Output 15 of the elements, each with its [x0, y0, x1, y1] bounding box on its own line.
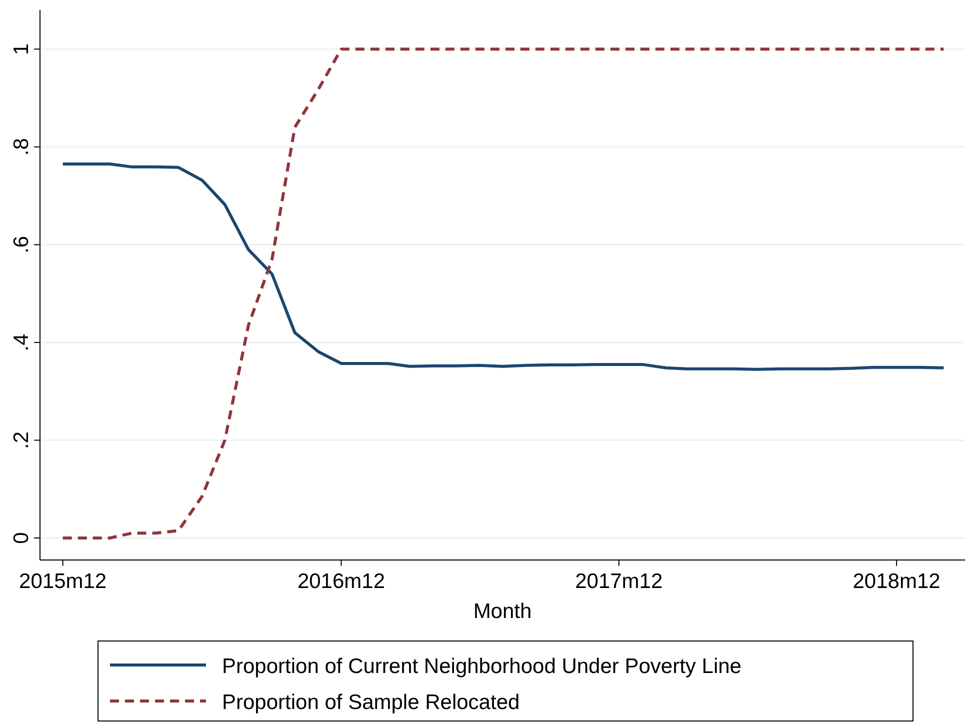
x-tick-label: 2017m12 [575, 570, 663, 593]
x-axis-title: Month [473, 600, 532, 623]
x-tick-label: 2018m12 [852, 570, 940, 593]
y-tick-label: .4 [10, 333, 33, 352]
y-tick-label: .6 [10, 236, 33, 254]
y-tick-label: .2 [10, 431, 33, 449]
line-series [61, 162, 946, 371]
y-tick-label: 1 [10, 43, 33, 55]
y-tick-label: 0 [10, 532, 33, 544]
y-tick-label: .8 [10, 138, 33, 156]
legend-label: Proportion of Current Neighborhood Under Poverty Line [222, 655, 742, 678]
x-tick-label: 2015m12 [19, 570, 107, 593]
line-series [61, 48, 946, 540]
legend-label: Proportion of Sample Relocated [222, 691, 520, 714]
x-tick-label: 2016m12 [297, 570, 386, 593]
